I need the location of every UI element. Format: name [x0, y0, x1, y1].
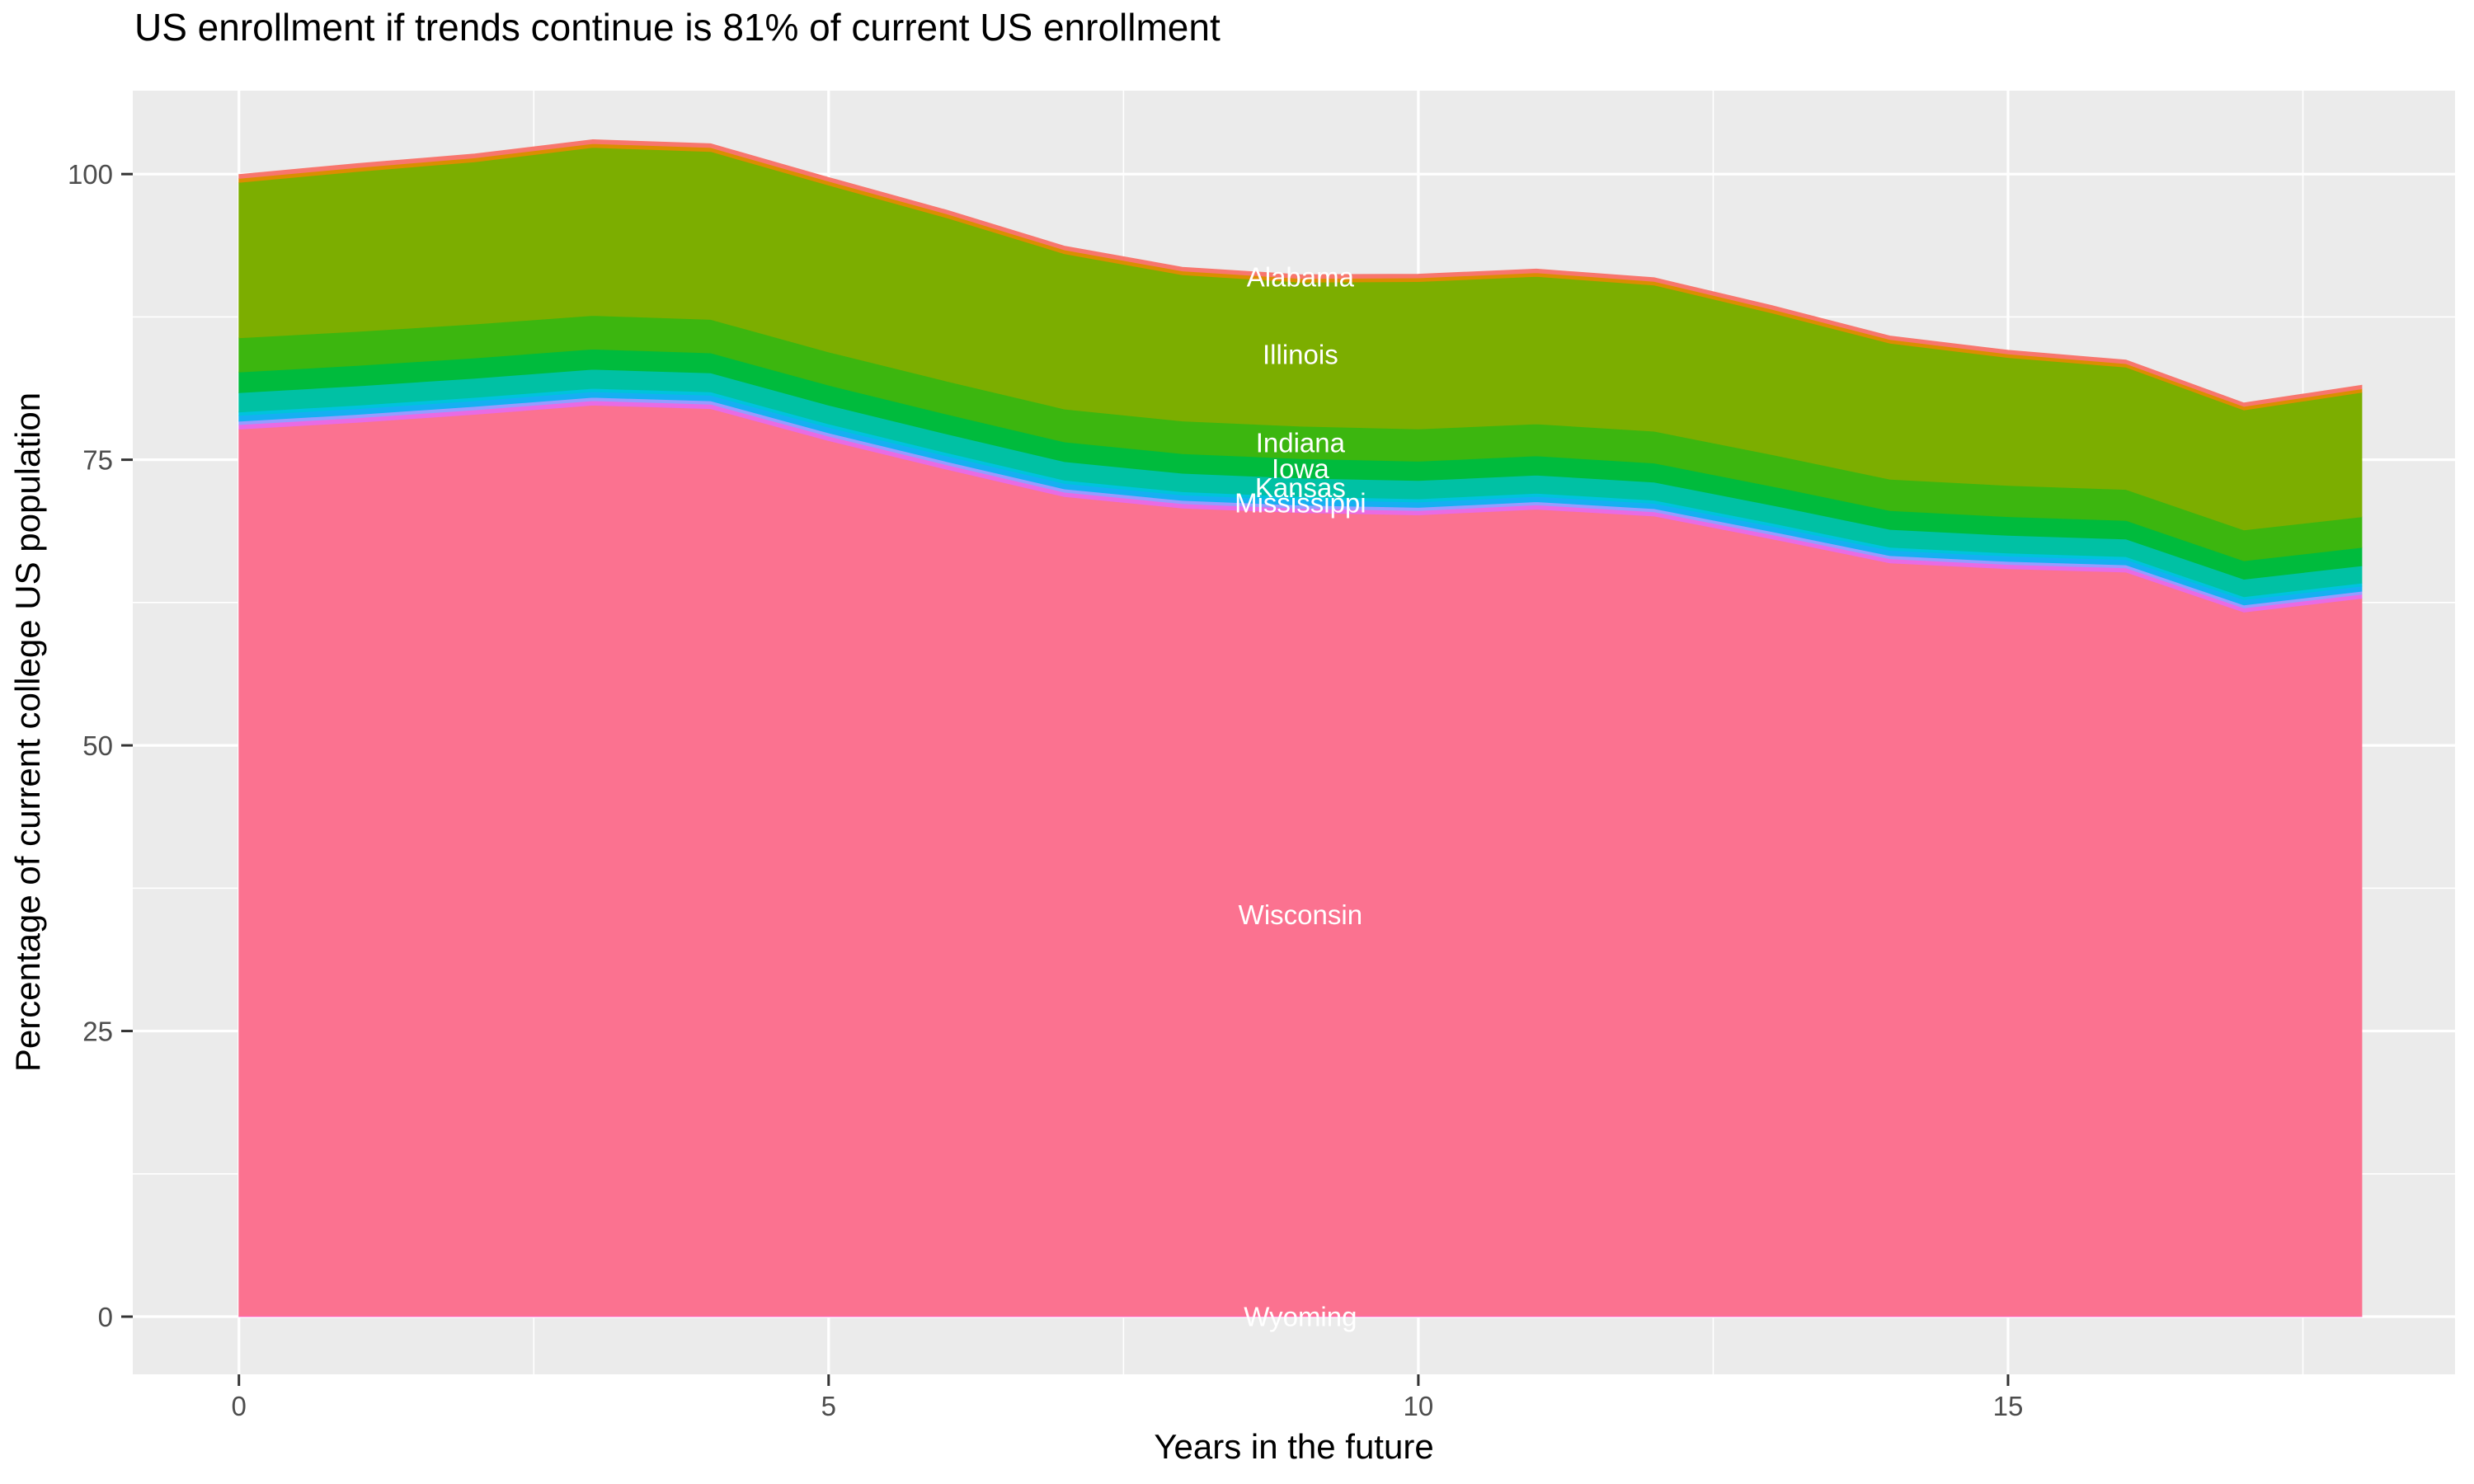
y-tick-label-25: 25 [82, 1017, 113, 1047]
y-tick-label-75: 75 [82, 445, 113, 476]
area-alabama [238, 139, 2363, 407]
area-label-kansas: Kansas [1255, 472, 1346, 503]
x-tick-label-15: 15 [1993, 1391, 2024, 1421]
y-tick-label-100: 100 [68, 159, 113, 190]
area-label-wisconsin: Wisconsin [1239, 899, 1362, 930]
area-label-wyoming: Wyoming [1244, 1302, 1357, 1332]
y-tick-label-0: 0 [98, 1302, 113, 1332]
x-axis-title: Years in the future [1154, 1427, 1434, 1466]
x-tick-label-10: 10 [1404, 1391, 1434, 1421]
area-label-illinois: Illinois [1263, 340, 1338, 370]
chart-title: US enrollment if trends continue is 81% … [134, 6, 1221, 49]
x-tick-label-0: 0 [232, 1391, 247, 1421]
x-tick-label-5: 5 [821, 1391, 836, 1421]
y-tick-label-50: 50 [82, 730, 113, 761]
area-label-iowa: Iowa [1272, 453, 1329, 484]
area-label-alabama: Alabama [1247, 261, 1355, 292]
area-label-indiana: Indiana [1256, 428, 1346, 458]
area-label-mississippi: Mississippi [1235, 487, 1366, 518]
y-axis-title: Percentage of current college US populat… [8, 392, 47, 1073]
